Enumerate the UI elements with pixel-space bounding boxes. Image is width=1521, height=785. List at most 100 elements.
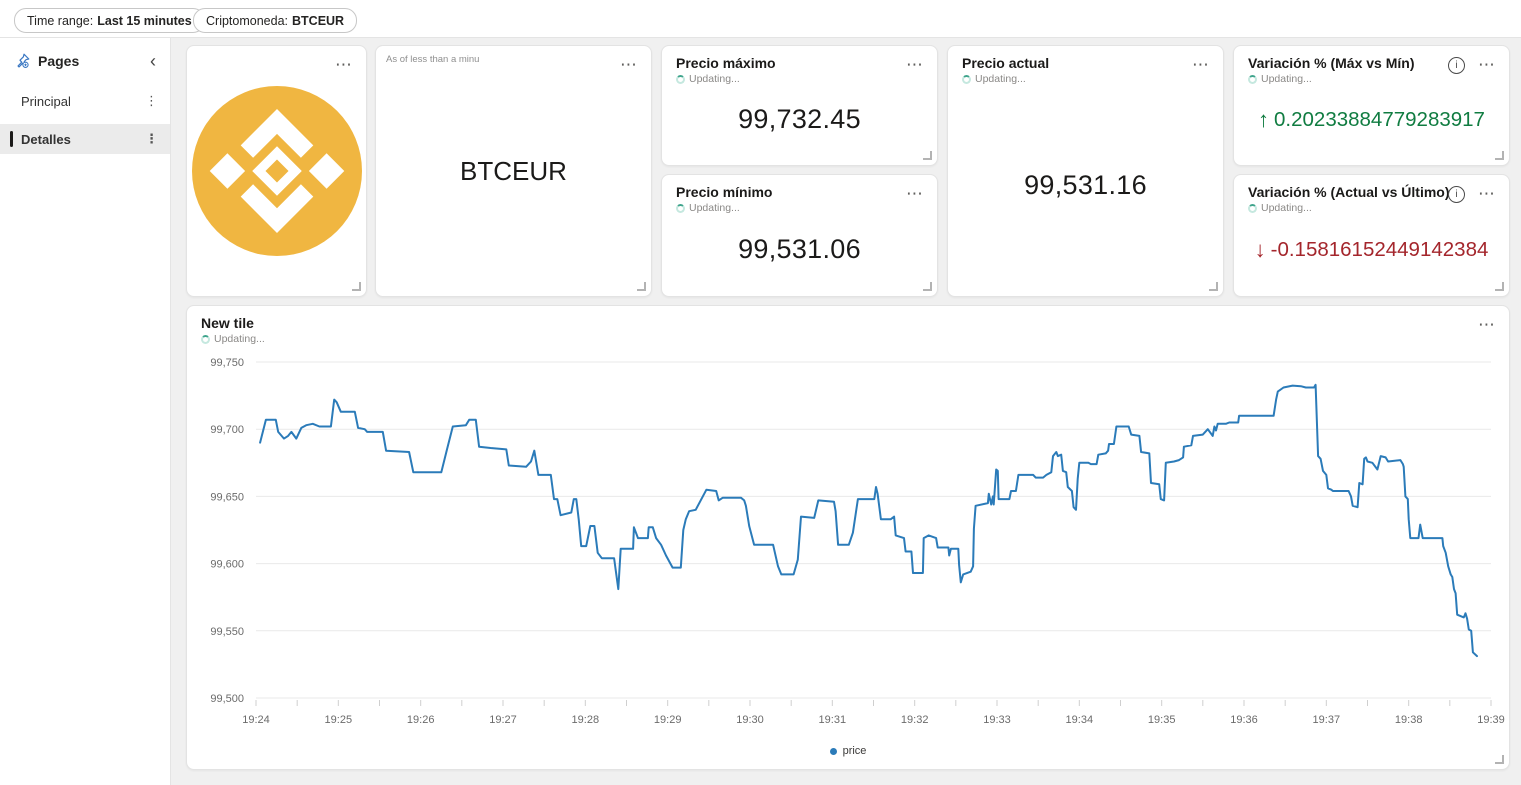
precio-minimo-value: 99,531.06 xyxy=(738,234,861,264)
resize-handle[interactable] xyxy=(352,282,361,291)
resize-handle[interactable] xyxy=(637,282,646,291)
item-menu-icon[interactable]: ⋮ xyxy=(145,131,158,146)
time-range-label: Time range: xyxy=(27,13,94,28)
resize-handle[interactable] xyxy=(1209,282,1218,291)
precio-maximo-value: 99,732.45 xyxy=(738,104,861,134)
svg-text:19:26: 19:26 xyxy=(407,714,435,726)
variacion-number: -0.15816152449142384 xyxy=(1270,237,1489,261)
updating-status: Updating... xyxy=(975,73,1026,85)
precio-actual-value: 99,531.16 xyxy=(1024,169,1147,200)
updating-status: Updating... xyxy=(689,73,740,85)
resize-handle[interactable] xyxy=(1495,755,1504,764)
svg-text:19:31: 19:31 xyxy=(819,714,847,726)
sidebar-item-principal[interactable]: Principal ⋮ xyxy=(0,86,170,116)
svg-text:19:37: 19:37 xyxy=(1313,714,1341,726)
tile-title: Variación % (Actual vs Último) xyxy=(1248,184,1450,200)
info-icon[interactable]: i xyxy=(1448,57,1465,74)
more-options-icon[interactable]: ⋯ xyxy=(906,55,923,74)
pages-header: Pages ‹ xyxy=(0,38,170,78)
up-arrow-icon: ↑ xyxy=(1258,106,1270,132)
tile-title: Variación % (Máx vs Mín) xyxy=(1248,55,1415,71)
legend-dot-icon xyxy=(829,747,837,755)
top-filter-bar: Time range: Last 15 minutes Criptomoneda… xyxy=(0,0,1521,38)
more-options-icon[interactable]: ⋯ xyxy=(1192,55,1209,74)
pages-icon xyxy=(14,53,30,69)
pages-title: Pages xyxy=(38,53,80,69)
svg-text:19:28: 19:28 xyxy=(572,714,600,726)
updating-spinner-icon xyxy=(201,334,210,344)
tile-precio-maximo: Precio máximo Updating... ⋯ 99,732.45 xyxy=(661,45,938,166)
svg-text:19:29: 19:29 xyxy=(654,714,682,726)
updating-spinner-icon xyxy=(1248,203,1257,213)
collapse-sidebar-icon[interactable]: ‹ xyxy=(150,51,156,71)
svg-text:99,650: 99,650 xyxy=(210,491,244,503)
item-menu-icon[interactable]: ⋮ xyxy=(145,93,158,108)
more-options-icon[interactable]: ⋯ xyxy=(1478,315,1495,334)
more-options-icon[interactable]: ⋯ xyxy=(906,184,923,203)
updating-status: Updating... xyxy=(214,333,265,345)
info-icon[interactable]: i xyxy=(1448,186,1465,203)
tile-variacion-actual-ultimo: Variación % (Actual vs Último) Updating.… xyxy=(1233,174,1510,297)
updating-status: Updating... xyxy=(1261,73,1312,85)
updating-status: Updating... xyxy=(1261,202,1312,214)
resize-handle[interactable] xyxy=(923,151,932,160)
svg-text:19:32: 19:32 xyxy=(901,714,929,726)
resize-handle[interactable] xyxy=(923,282,932,291)
updating-spinner-icon xyxy=(1248,74,1257,84)
tile-binance-logo: ⋯ xyxy=(186,45,367,297)
variacion-number: 0.20233884779283917 xyxy=(1274,107,1485,131)
tile-title: Precio máximo xyxy=(676,55,776,71)
legend-label: price xyxy=(842,745,867,757)
as-of-text: As of less than a minu xyxy=(386,54,480,65)
updating-spinner-icon xyxy=(962,74,971,84)
svg-text:99,550: 99,550 xyxy=(210,626,244,638)
updating-spinner-icon xyxy=(676,74,685,84)
tile-symbol: As of less than a minu ⋯ BTCEUR xyxy=(375,45,652,297)
more-options-icon[interactable]: ⋯ xyxy=(1478,55,1495,74)
tile-variacion-max-min: Variación % (Máx vs Mín) Updating... i ⋯… xyxy=(1233,45,1510,166)
more-options-icon[interactable]: ⋯ xyxy=(1478,184,1495,203)
svg-text:19:27: 19:27 xyxy=(489,714,517,726)
svg-text:99,600: 99,600 xyxy=(210,559,244,571)
pages-sidebar: Pages ‹ Principal ⋮ Detalles ⋮ xyxy=(0,38,171,785)
binance-logo-icon xyxy=(187,46,366,296)
svg-text:19:33: 19:33 xyxy=(983,714,1011,726)
resize-handle[interactable] xyxy=(1495,282,1504,291)
svg-text:99,500: 99,500 xyxy=(210,693,244,705)
down-arrow-icon: ↓ xyxy=(1254,236,1266,262)
svg-text:19:25: 19:25 xyxy=(325,714,353,726)
variacion-max-min-value: ↑ 0.20233884779283917 xyxy=(1258,107,1485,133)
more-options-icon[interactable]: ⋯ xyxy=(620,55,637,74)
svg-text:99,750: 99,750 xyxy=(210,357,244,369)
resize-handle[interactable] xyxy=(1495,151,1504,160)
time-range-value: Last 15 minutes xyxy=(97,13,192,28)
sidebar-item-label: Principal xyxy=(21,93,71,109)
sidebar-item-label: Detalles xyxy=(21,131,71,147)
updating-spinner-icon xyxy=(676,203,685,213)
chart-legend[interactable]: price xyxy=(187,745,1509,757)
crypto-filter-pill[interactable]: Criptomoneda: BTCEUR xyxy=(193,8,358,33)
sidebar-item-detalles[interactable]: Detalles ⋮ xyxy=(0,124,170,154)
svg-text:19:36: 19:36 xyxy=(1230,714,1258,726)
chart-tile-title: New tile xyxy=(201,315,254,331)
variacion-actual-ultimo-value: ↓ -0.15816152449142384 xyxy=(1255,237,1489,263)
svg-text:19:34: 19:34 xyxy=(1066,714,1094,726)
tile-precio-actual: Precio actual Updating... ⋯ 99,531.16 xyxy=(947,45,1224,297)
symbol-value: BTCEUR xyxy=(460,155,567,186)
svg-text:19:30: 19:30 xyxy=(736,714,764,726)
crypto-filter-label: Criptomoneda: xyxy=(206,13,288,28)
time-range-filter-pill[interactable]: Time range: Last 15 minutes xyxy=(14,8,205,33)
dashboard-canvas: ⋯ As of less than a minu ⋯ BTCEUR Precio xyxy=(171,38,1521,785)
price-line-chart: 99,750 99,700 99,650 99,600 99,550 99,500 19:2… xyxy=(210,357,1505,726)
svg-text:19:24: 19:24 xyxy=(242,714,270,726)
svg-text:99,700: 99,700 xyxy=(210,424,244,436)
svg-text:19:39: 19:39 xyxy=(1477,714,1505,726)
tile-price-chart: New tile Updating... ⋯ 99,750 99,700 99,65… xyxy=(186,305,1510,770)
more-options-icon[interactable]: ⋯ xyxy=(335,55,352,74)
tile-precio-minimo: Precio mínimo Updating... ⋯ 99,531.06 xyxy=(661,174,938,297)
svg-text:19:38: 19:38 xyxy=(1395,714,1423,726)
tile-title: Precio actual xyxy=(962,55,1050,71)
tile-title: Precio mínimo xyxy=(676,184,773,200)
svg-text:19:35: 19:35 xyxy=(1148,714,1176,726)
crypto-filter-value: BTCEUR xyxy=(292,13,345,28)
